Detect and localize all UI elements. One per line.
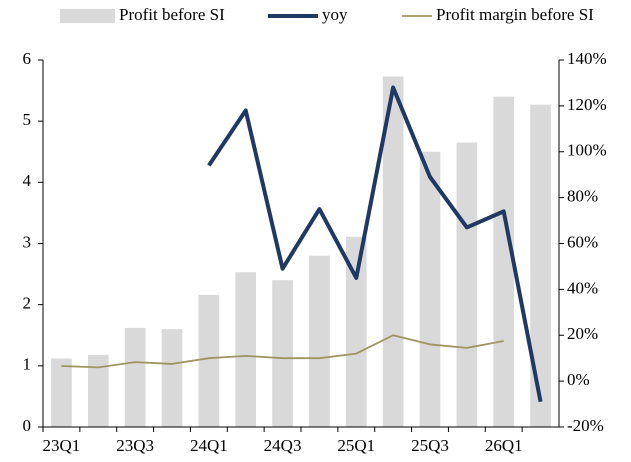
y-tick-label: 1 [23,355,32,374]
x-tick-label: 25Q1 [337,436,375,455]
legend-label: yoy [322,5,348,24]
y-tick-label: 4 [23,171,32,190]
y2-tick-label: 120% [567,95,607,114]
x-tick-label: 26Q1 [485,436,523,455]
bar [272,280,293,427]
bar [235,272,257,427]
x-tick-label: 23Q1 [43,436,81,455]
y-tick-label: 3 [23,232,32,251]
bar [530,104,551,427]
y2-tick-label: 100% [567,141,607,160]
bar [161,329,183,427]
bar [87,354,109,427]
bar [419,151,441,427]
x-tick-label: 25Q3 [411,436,449,455]
bar [382,76,404,427]
y2-tick-label: 140% [567,49,607,68]
legend-swatch [60,9,115,23]
y2-tick-label: 0% [567,370,590,389]
x-tick-label: 24Q1 [190,436,228,455]
bar [456,142,478,427]
y-tick-label: 0 [23,416,32,435]
line-series [207,85,543,403]
y2-tick-label: 60% [567,232,598,251]
x-tick-label: 24Q3 [264,436,302,455]
bar [124,327,146,427]
bar [309,255,330,427]
bar [51,358,72,427]
y2-tick-label: 40% [567,278,598,297]
legend-label: Profit before SI [119,5,225,24]
y2-tick-label: 80% [567,187,598,206]
y-tick-label: 5 [23,110,32,129]
y-tick-label: 6 [23,49,32,68]
y2-tick-label: 20% [567,324,598,343]
bar [198,294,220,427]
line-series [61,334,504,369]
y-tick-label: 2 [23,294,32,313]
bar [345,236,367,427]
x-tick-label: 23Q3 [116,436,154,455]
bar [493,96,515,427]
legend-label: Profit margin before SI [436,5,594,24]
y2-tick-label: -20% [567,416,604,435]
